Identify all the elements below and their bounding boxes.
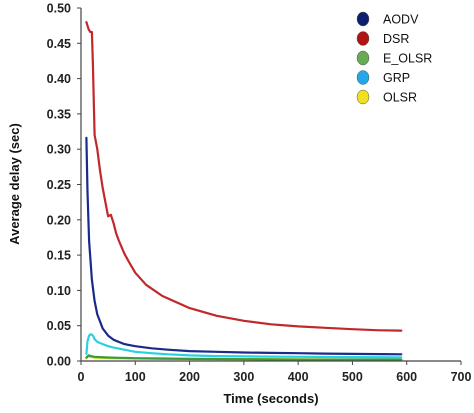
y-tick-label: 0.25 [47, 178, 71, 192]
series-line-aodv [85, 136, 403, 356]
x-axis-title: Time (seconds) [223, 391, 318, 406]
y-tick-label: 0.35 [47, 107, 71, 121]
series-layer [85, 21, 403, 361]
x-tick-label: 400 [288, 370, 309, 384]
x-tick-label: 500 [342, 370, 363, 384]
y-tick-label: 0.20 [47, 213, 71, 227]
series-line-dsr [85, 21, 403, 332]
legend-marker-dsr [356, 31, 370, 46]
legend-marker-olsr [356, 89, 370, 105]
legend-label-e-olsr: E_OLSR [383, 52, 432, 66]
legend: AODV DSR E_OLSR GRP OLSR [356, 11, 432, 105]
x-tick-label: 300 [233, 370, 254, 384]
ticks-layer: 0 100 200 300 400 500 600 700 0.00 0.05 0.10 0.15 0.… [47, 2, 472, 385]
y-tick-label: 0.15 [47, 249, 71, 263]
series-line-grp [85, 333, 403, 359]
legend-label-aodv: AODV [383, 13, 419, 27]
x-tick-label: 0 [78, 370, 85, 384]
legend-marker-e-olsr [356, 50, 370, 66]
y-tick-label: 0.45 [47, 37, 71, 51]
legend-marker-grp [356, 70, 370, 85]
x-tick-label: 100 [125, 370, 146, 384]
legend-marker-aodv [356, 11, 370, 27]
y-tick-label: 0.05 [47, 319, 71, 333]
y-tick-label: 0.40 [47, 72, 71, 86]
series-line-e-olsr [85, 354, 403, 361]
legend-label-grp: GRP [383, 71, 410, 85]
legend-label-dsr: DSR [383, 32, 409, 46]
y-tick-label: 0.10 [47, 284, 71, 298]
legend-label-olsr: OLSR [383, 91, 417, 105]
y-tick-label: 0.50 [47, 2, 71, 16]
x-tick-label: 600 [396, 370, 417, 384]
y-axis-title: Average delay (sec) [7, 123, 22, 245]
x-tick-label: 200 [179, 370, 200, 384]
y-tick-label: 0.30 [47, 143, 71, 157]
y-tick-label: 0.00 [47, 355, 71, 369]
x-tick-label: 700 [451, 370, 472, 384]
